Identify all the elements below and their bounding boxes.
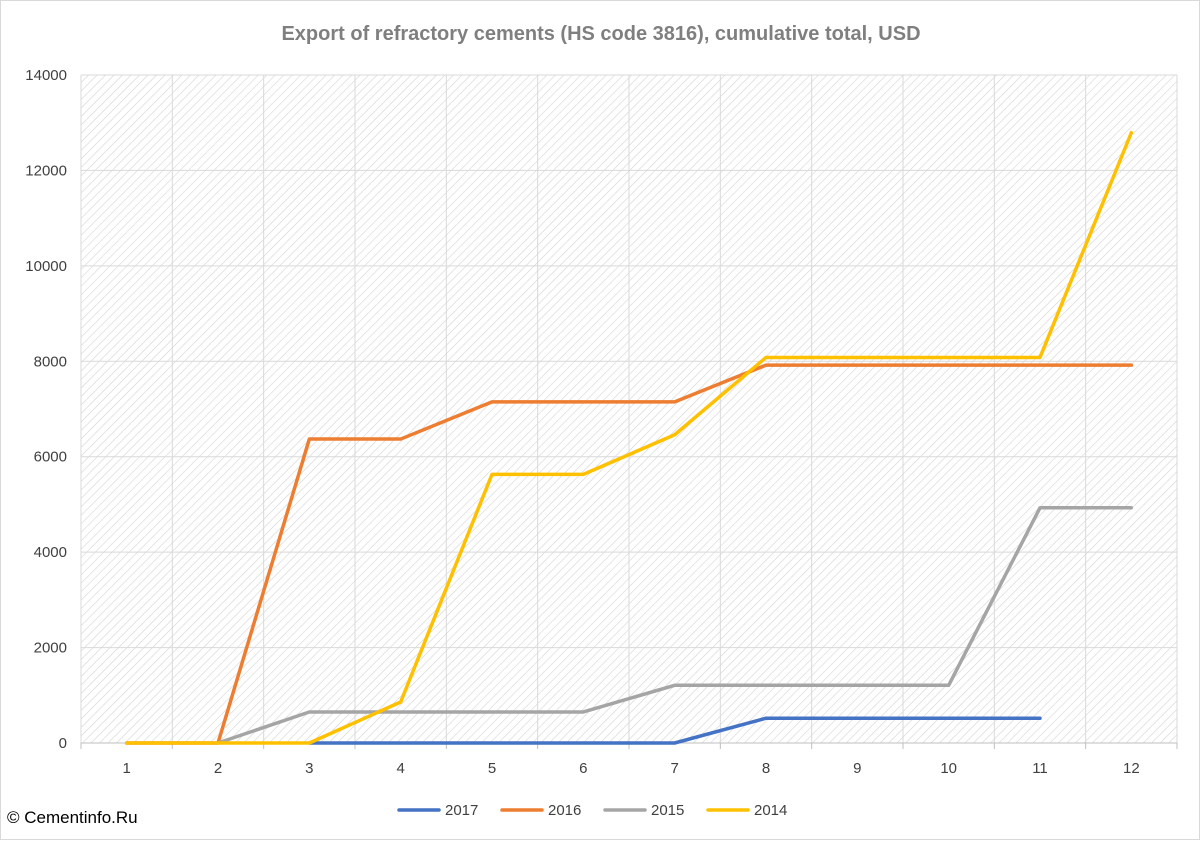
x-tick-label: 9 — [853, 760, 861, 777]
x-tick-label: 8 — [762, 760, 770, 777]
legend-label-2017: 2017 — [445, 802, 478, 819]
gridlines — [80, 74, 1178, 744]
y-tick-label: 14000 — [25, 67, 67, 84]
series-lines — [124, 130, 1134, 745]
legend-label-2015: 2015 — [651, 802, 684, 819]
legend-label-2014: 2014 — [754, 802, 787, 819]
y-tick-label: 10000 — [25, 258, 67, 275]
series-line-2015 — [216, 506, 1134, 745]
chart-title: Export of refractory cements (HS code 38… — [281, 23, 920, 45]
x-tick-label: 2 — [214, 760, 222, 777]
x-tick-label: 6 — [579, 760, 587, 777]
x-tick-label: 11 — [1032, 760, 1048, 777]
x-tick-label: 1 — [122, 760, 130, 777]
x-tick-label: 12 — [1123, 760, 1140, 777]
legend: 2017 2016 2015 2014 — [397, 802, 787, 819]
y-tick-label: 12000 — [25, 162, 67, 179]
x-tick-label: 3 — [305, 760, 313, 777]
copyright-text: © Cementinfo.Ru — [7, 808, 138, 827]
x-tick-label: 7 — [670, 760, 678, 777]
series-line-2016 — [124, 363, 1134, 745]
x-tick-label: 10 — [940, 760, 957, 777]
series-line-2014 — [124, 130, 1134, 745]
y-tick-label: 2000 — [34, 640, 67, 657]
x-tick-label: 5 — [488, 760, 496, 777]
y-tick-label: 6000 — [34, 449, 67, 466]
y-tick-label: 8000 — [34, 353, 67, 370]
y-tick-label: 4000 — [34, 544, 67, 561]
series-line-2017 — [307, 716, 1042, 745]
x-tick-label: 4 — [396, 760, 404, 777]
legend-label-2016: 2016 — [548, 802, 581, 819]
y-tick-label: 0 — [59, 735, 67, 752]
